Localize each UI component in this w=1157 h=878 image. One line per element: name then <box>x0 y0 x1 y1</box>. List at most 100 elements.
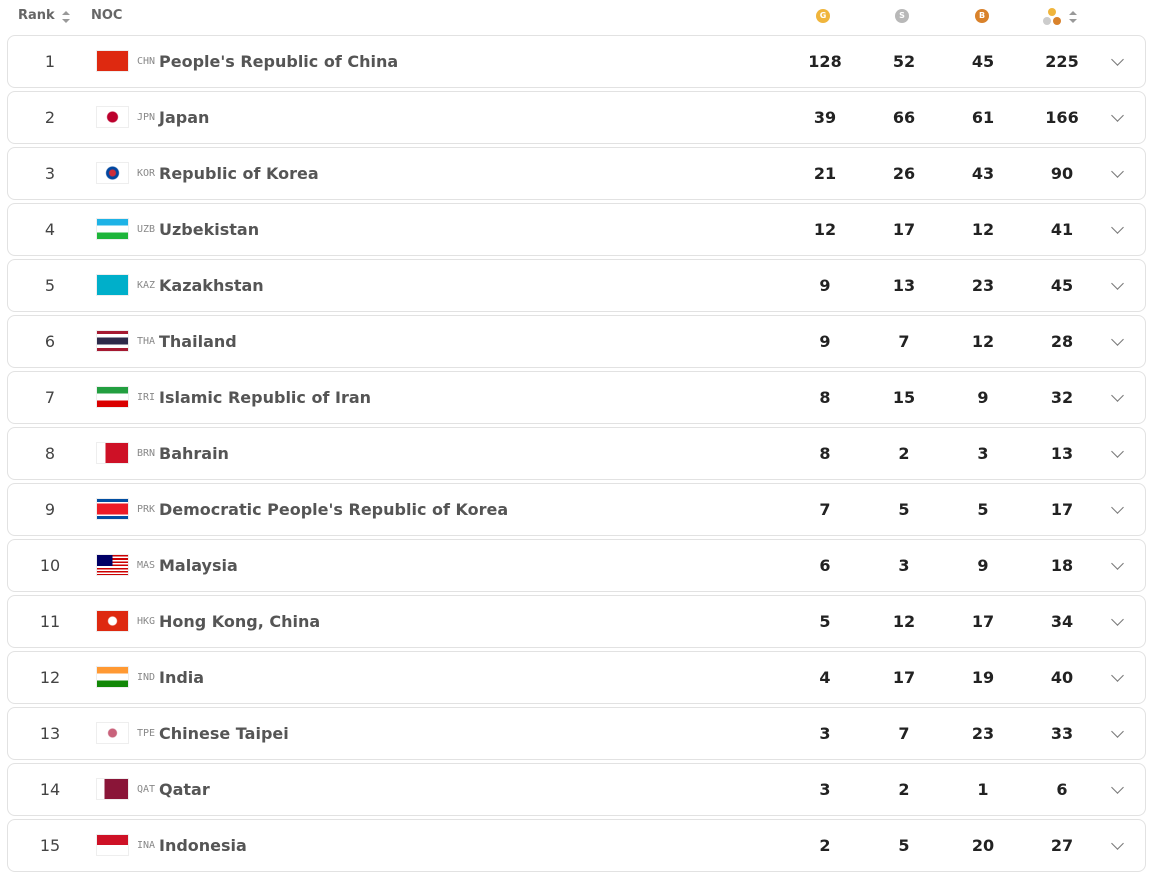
noc-code: KOR <box>137 168 156 179</box>
silver-count: 7 <box>898 724 910 743</box>
gold-count: 6 <box>819 556 831 575</box>
total-count: 6 <box>1056 780 1068 799</box>
rank: 14 <box>39 780 61 799</box>
silver-icon[interactable]: S <box>895 9 909 23</box>
gold-count: 9 <box>819 332 831 351</box>
country-name: Uzbekistan <box>159 220 260 239</box>
total-icon[interactable] <box>1048 8 1056 16</box>
country-name: Qatar <box>159 780 210 799</box>
silver-count: 66 <box>892 108 916 127</box>
gold-count: 5 <box>819 612 831 631</box>
table-row: 9 PRK Democratic People's Republic of Kore… <box>7 483 1146 536</box>
rank: 4 <box>44 220 56 239</box>
expand-chevron[interactable] <box>1111 109 1124 122</box>
gold-count: 7 <box>819 500 831 519</box>
silver-count: 15 <box>892 388 916 407</box>
country-name: Kazakhstan <box>159 276 264 295</box>
rank: 8 <box>44 444 56 463</box>
rank: 9 <box>44 500 56 519</box>
expand-chevron[interactable] <box>1111 725 1124 738</box>
bronze-count: 9 <box>977 388 989 407</box>
country-name: India <box>159 668 205 687</box>
gold-count: 8 <box>819 388 831 407</box>
noc-code: JPN <box>137 112 156 123</box>
noc-code: BRN <box>137 448 156 459</box>
bronze-icon[interactable]: B <box>975 9 989 23</box>
total-count: 32 <box>1050 388 1074 407</box>
table-row: 13 TPE Chinese Taipei 3 7 23 33 <box>7 707 1146 760</box>
bronze-count: 9 <box>977 556 989 575</box>
total-count: 40 <box>1050 668 1074 687</box>
noc-code: THA <box>137 336 156 347</box>
silver-count: 17 <box>892 220 916 239</box>
expand-chevron[interactable] <box>1111 221 1124 234</box>
flag <box>96 106 129 128</box>
country-name: Malaysia <box>159 556 238 575</box>
flag <box>96 554 129 576</box>
expand-chevron[interactable] <box>1111 501 1124 514</box>
bronze-count: 12 <box>971 332 995 351</box>
bronze-count: 3 <box>977 444 989 463</box>
rank-header[interactable]: Rank <box>18 8 55 23</box>
flag <box>96 330 129 352</box>
bronze-count: 23 <box>971 276 995 295</box>
noc-header: NOC <box>91 8 123 23</box>
expand-chevron[interactable] <box>1111 333 1124 346</box>
bronze-count: 12 <box>971 220 995 239</box>
expand-chevron[interactable] <box>1111 837 1124 850</box>
expand-chevron[interactable] <box>1111 445 1124 458</box>
total-count: 166 <box>1045 108 1079 127</box>
rank: 13 <box>39 724 61 743</box>
expand-chevron[interactable] <box>1111 53 1124 66</box>
flag <box>96 610 129 632</box>
country-name: Bahrain <box>159 444 229 463</box>
rank: 7 <box>44 388 56 407</box>
expand-chevron[interactable] <box>1111 669 1124 682</box>
silver-count: 2 <box>898 780 910 799</box>
flag <box>96 498 129 520</box>
silver-count: 5 <box>898 500 910 519</box>
expand-chevron[interactable] <box>1111 557 1124 570</box>
sort-icon[interactable] <box>1069 11 1077 23</box>
country-name: Democratic People's Republic of Korea <box>159 500 509 519</box>
table-row: 3 KOR Republic of Korea 21 26 43 90 <box>7 147 1146 200</box>
bronze-count: 17 <box>971 612 995 631</box>
expand-chevron[interactable] <box>1111 389 1124 402</box>
noc-code: UZB <box>137 224 156 235</box>
expand-chevron[interactable] <box>1111 165 1124 178</box>
bronze-count: 61 <box>971 108 995 127</box>
table-row: 10 MAS Malaysia 6 3 9 18 <box>7 539 1146 592</box>
sort-icon[interactable] <box>62 11 70 23</box>
gold-count: 2 <box>819 836 831 855</box>
rank: 10 <box>39 556 61 575</box>
gold-count: 8 <box>819 444 831 463</box>
total-icon[interactable] <box>1043 17 1051 25</box>
noc-code: CHN <box>137 56 156 67</box>
gold-icon[interactable]: G <box>816 9 830 23</box>
country-name: Hong Kong, China <box>159 612 321 631</box>
flag <box>96 834 129 856</box>
flag <box>96 50 129 72</box>
noc-code: PRK <box>137 504 156 515</box>
total-count: 45 <box>1050 276 1074 295</box>
rank: 1 <box>44 52 56 71</box>
gold-count: 12 <box>813 220 837 239</box>
silver-count: 17 <box>892 668 916 687</box>
expand-chevron[interactable] <box>1111 781 1124 794</box>
bronze-count: 20 <box>971 836 995 855</box>
silver-count: 52 <box>892 52 916 71</box>
gold-count: 39 <box>813 108 837 127</box>
flag <box>96 442 129 464</box>
rank: 12 <box>39 668 61 687</box>
gold-count: 21 <box>813 164 837 183</box>
total-count: 28 <box>1050 332 1074 351</box>
bronze-count: 1 <box>977 780 989 799</box>
silver-count: 7 <box>898 332 910 351</box>
noc-code: HKG <box>137 616 156 627</box>
total-icon[interactable] <box>1053 17 1061 25</box>
expand-chevron[interactable] <box>1111 613 1124 626</box>
rank: 11 <box>39 612 61 631</box>
country-name: Chinese Taipei <box>159 724 289 743</box>
expand-chevron[interactable] <box>1111 277 1124 290</box>
